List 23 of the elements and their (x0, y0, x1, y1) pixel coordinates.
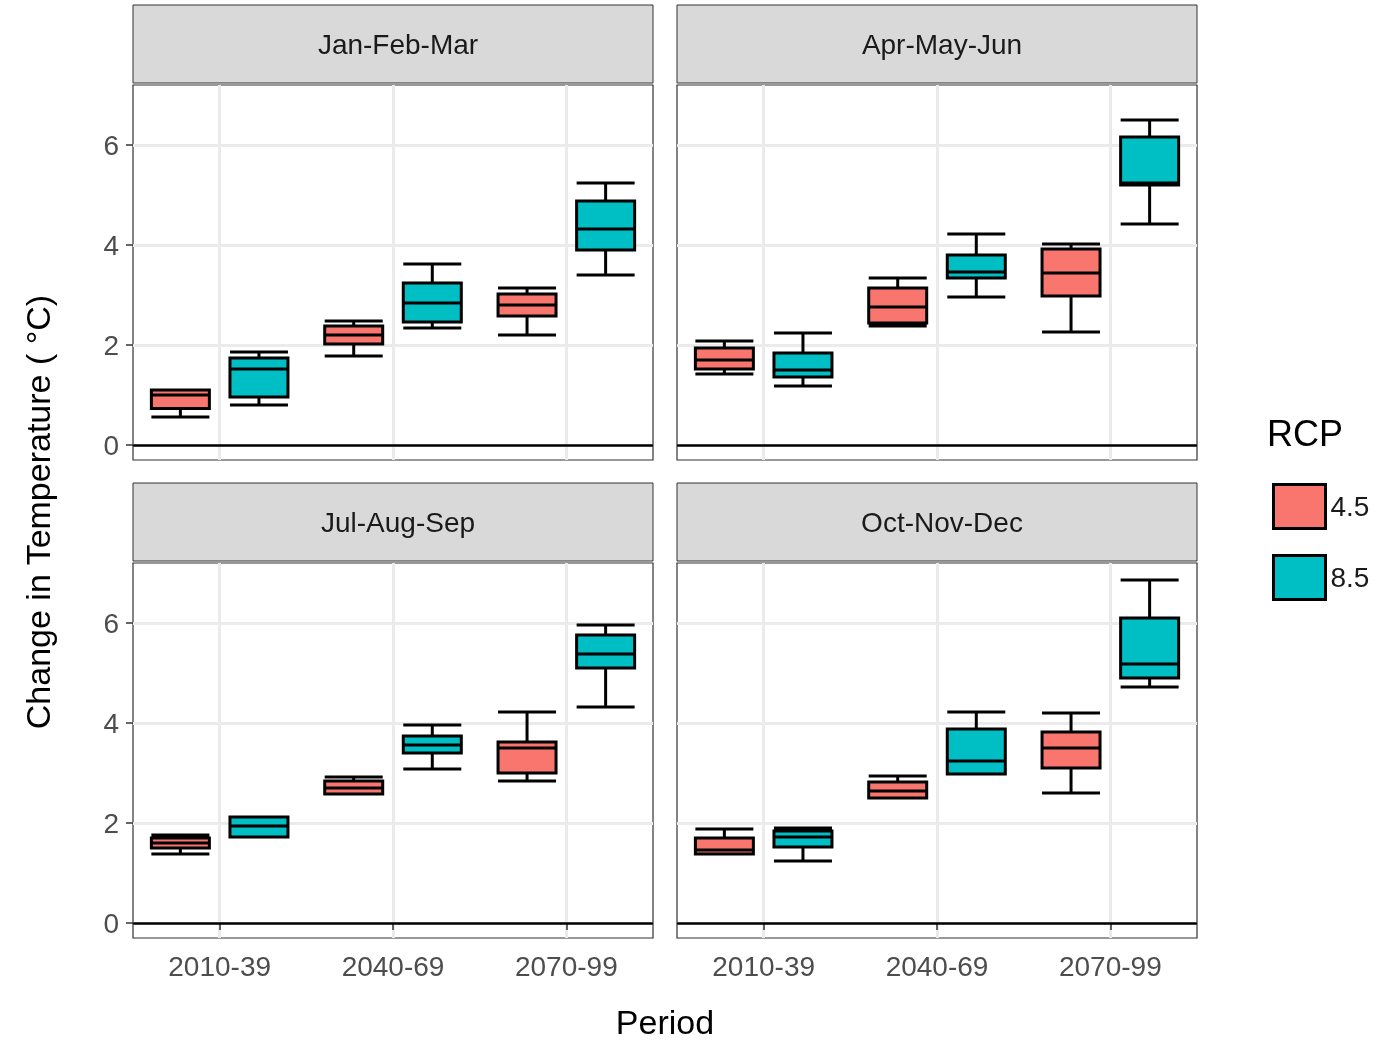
chart-title: Apr-May-Jun (861, 28, 1023, 60)
chart-title: Oct-Nov-Dec (861, 506, 1023, 538)
x-tick-label: 2070-99 (514, 950, 618, 982)
y-tick-label: 0 (103, 907, 119, 939)
y-tick-label: 2 (103, 807, 119, 839)
y-tick-label: 2 (103, 329, 119, 361)
x-tick-label: 2010-39 (168, 950, 272, 982)
legend-label: 4.5 (1330, 491, 1370, 522)
x-tick-label: 2010-39 (712, 950, 816, 982)
x-tick-label: 2040-69 (341, 950, 445, 982)
x-tick-label: 2070-99 (1058, 950, 1162, 982)
y-tick-label: 4 (103, 229, 119, 261)
x-axis-title: Period (615, 1002, 715, 1042)
y-tick-label: 4 (103, 707, 119, 739)
y-tick-label: 6 (103, 607, 119, 639)
x-tick-label: 2040-69 (885, 950, 989, 982)
legend-title: RCP (1267, 412, 1344, 454)
chart-title: Jul-Aug-Sep (320, 506, 476, 538)
legend-label: 8.5 (1330, 562, 1370, 593)
y-tick-label: 0 (103, 429, 119, 461)
chart-title: Jan-Feb-Mar (317, 28, 479, 60)
y-tick-label: 6 (103, 129, 119, 161)
y-axis-title: Change in Temperature ( °C) (18, 294, 58, 730)
